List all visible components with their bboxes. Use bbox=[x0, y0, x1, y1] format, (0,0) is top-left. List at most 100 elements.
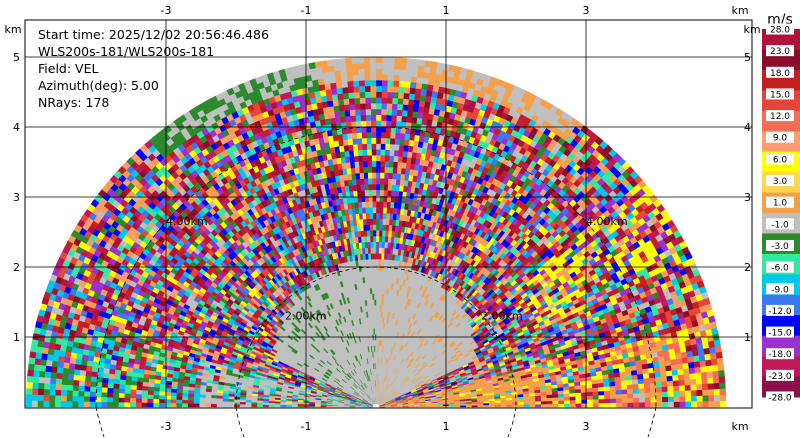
velocity-gate bbox=[416, 70, 424, 78]
velocity-gate bbox=[408, 133, 415, 141]
velocity-gate bbox=[688, 367, 696, 374]
velocity-gate bbox=[707, 376, 714, 384]
velocity-gate bbox=[644, 387, 651, 394]
velocity-gate bbox=[411, 116, 418, 124]
velocity-gate bbox=[422, 71, 430, 79]
velocity-gate bbox=[693, 360, 701, 368]
velocity-gate bbox=[655, 386, 663, 393]
velocity-gate bbox=[684, 390, 692, 397]
velocity-gate bbox=[643, 382, 651, 389]
velocity-gate bbox=[710, 358, 718, 366]
velocity-gate bbox=[546, 403, 554, 408]
velocity-gate bbox=[661, 386, 669, 393]
velocity-gate bbox=[626, 388, 634, 394]
velocity-gate bbox=[418, 100, 426, 108]
velocity-gate bbox=[598, 402, 605, 408]
velocity-gate bbox=[701, 383, 709, 390]
velocity-gate bbox=[620, 384, 628, 390]
velocity-gate bbox=[638, 397, 646, 403]
velocity-gate bbox=[660, 370, 667, 377]
velocity-gate bbox=[642, 372, 650, 379]
velocity-gate bbox=[615, 385, 622, 391]
velocity-gate bbox=[692, 355, 700, 363]
velocity-gate bbox=[610, 398, 617, 404]
velocity-gate bbox=[400, 167, 406, 175]
velocity-gate bbox=[685, 395, 692, 402]
velocity-gate bbox=[705, 365, 713, 373]
velocity-gate bbox=[409, 81, 417, 89]
velocity-gate bbox=[609, 389, 617, 395]
velocity-gate bbox=[656, 391, 663, 398]
velocity-gate bbox=[402, 144, 409, 152]
velocity-gate bbox=[592, 391, 599, 396]
velocity-gate bbox=[411, 64, 419, 72]
velocity-gate bbox=[717, 363, 725, 371]
velocity-gate bbox=[661, 380, 668, 388]
velocity-gate bbox=[666, 380, 674, 387]
velocity-gate bbox=[627, 393, 634, 399]
velocity-gate bbox=[689, 372, 697, 380]
velocity-gate bbox=[644, 397, 652, 403]
velocity-gate bbox=[416, 76, 424, 84]
velocity-gate bbox=[715, 351, 723, 359]
velocity-gate bbox=[409, 87, 416, 95]
velocity-gate bbox=[615, 402, 623, 408]
velocity-gate bbox=[667, 390, 675, 397]
velocity-gate bbox=[541, 403, 548, 408]
velocity-gate bbox=[626, 384, 634, 390]
velocity-gate bbox=[712, 376, 720, 384]
velocity-gate bbox=[563, 396, 571, 401]
velocity-gate bbox=[700, 371, 708, 379]
velocity-gate bbox=[639, 401, 646, 408]
velocity-gate bbox=[581, 403, 588, 408]
velocity-gate bbox=[632, 388, 640, 394]
velocity-gate bbox=[406, 116, 413, 123]
velocity-gate bbox=[506, 401, 513, 405]
velocity-gate bbox=[603, 390, 611, 396]
velocity-gate bbox=[423, 65, 431, 74]
velocity-gate bbox=[415, 82, 423, 90]
velocity-gate bbox=[575, 395, 582, 401]
velocity-gate bbox=[685, 401, 692, 408]
velocity-gate bbox=[494, 404, 501, 408]
velocity-gate bbox=[709, 352, 718, 360]
velocity-gate bbox=[586, 391, 594, 397]
velocity-gate bbox=[698, 354, 706, 362]
velocity-gate bbox=[667, 396, 675, 403]
velocity-gate bbox=[631, 378, 639, 385]
velocity-gate bbox=[696, 383, 703, 391]
velocity-gate bbox=[408, 93, 416, 101]
velocity-gate bbox=[667, 401, 675, 408]
velocity-gate bbox=[614, 380, 622, 387]
velocity-gate bbox=[587, 399, 594, 404]
velocity-gate bbox=[621, 388, 628, 395]
velocity-gate bbox=[627, 397, 634, 403]
velocity-gate bbox=[621, 402, 628, 408]
velocity-gate bbox=[609, 394, 617, 399]
velocity-gate bbox=[587, 402, 594, 408]
velocity-gate bbox=[506, 404, 513, 408]
velocity-gate bbox=[412, 58, 420, 66]
velocity-gate bbox=[586, 387, 593, 393]
velocity-gate bbox=[586, 395, 594, 400]
velocity-gate bbox=[627, 402, 634, 408]
velocity-gate bbox=[403, 139, 410, 146]
velocity-gate bbox=[540, 397, 548, 402]
velocity-gate bbox=[687, 355, 695, 363]
velocity-gate bbox=[407, 104, 414, 112]
velocity-gate bbox=[678, 384, 686, 392]
velocity-gate bbox=[563, 393, 571, 398]
velocity-gate bbox=[615, 398, 623, 404]
velocity-gate bbox=[535, 400, 542, 405]
velocity-gate bbox=[676, 363, 684, 370]
velocity-gate bbox=[638, 392, 646, 398]
velocity-gate bbox=[517, 404, 525, 408]
velocity-gate bbox=[604, 398, 611, 404]
velocity-gate bbox=[683, 373, 691, 380]
velocity-gate bbox=[656, 396, 663, 403]
velocity-field bbox=[25, 56, 727, 408]
velocity-gate bbox=[575, 403, 582, 408]
velocity-gate bbox=[632, 383, 639, 390]
velocity-gate bbox=[644, 401, 652, 408]
velocity-gate bbox=[417, 65, 425, 73]
